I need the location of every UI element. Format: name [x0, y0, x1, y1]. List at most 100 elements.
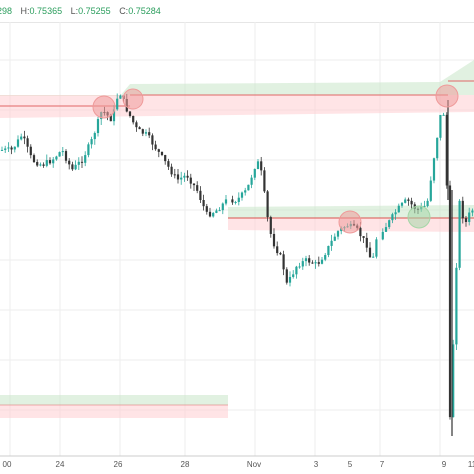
x-tick-label-2: 26: [114, 460, 123, 469]
low-label: L:: [70, 6, 79, 16]
candle-body-99: [320, 259, 324, 264]
candle-body-131: [426, 200, 429, 207]
candle-body-23: [74, 164, 77, 170]
candle-body-141: [458, 200, 461, 268]
candle-body-119: [388, 220, 391, 228]
x-tick-label-0: 00: [3, 460, 12, 469]
candle-body-125: [407, 199, 410, 201]
x-tick-label-1: 24: [56, 460, 65, 469]
candle-body-8: [26, 138, 29, 147]
candle-body-117: [381, 231, 384, 240]
green-circle-1: [407, 205, 431, 229]
candles: [0, 93, 474, 436]
candle-body-17: [55, 156, 58, 160]
candle-body-2: [7, 147, 10, 149]
candle-body-121: [394, 212, 397, 215]
candle-body-81: [263, 170, 266, 192]
candle-body-46: [148, 132, 151, 136]
x-tick-label-4: Nov: [247, 460, 261, 469]
high-label: H:: [20, 6, 30, 16]
candle-body-118: [384, 227, 388, 232]
candle-body-123: [400, 202, 404, 206]
candle-body-87: [282, 254, 285, 270]
ohlc-open-fragment: 298: [0, 6, 13, 16]
annotations: [92, 84, 459, 234]
candle-body-145: [471, 210, 474, 213]
candle-body-102: [330, 240, 333, 246]
candle-body-61: [196, 185, 199, 191]
candle-body-48: [154, 144, 157, 150]
candle-body-5: [16, 139, 20, 147]
candle-body-80: [260, 161, 263, 171]
candle-body-138: [448, 185, 452, 418]
candle-body-130: [423, 206, 426, 208]
candle-body-83: [269, 217, 272, 234]
candle-body-132: [429, 180, 432, 201]
candle-body-124: [404, 199, 407, 203]
candle-body-53: [170, 166, 173, 175]
candle-body-15: [48, 160, 52, 164]
candle-body-43: [138, 127, 141, 130]
candle-body-137: [445, 114, 448, 186]
candle-body-69: [221, 203, 224, 211]
candle-body-95: [308, 258, 311, 263]
candle-body-10: [32, 155, 36, 163]
candle-body-114: [368, 247, 372, 258]
candle-body-82: [266, 191, 269, 218]
candle-body-88: [285, 269, 288, 283]
candle-body-26: [84, 155, 87, 163]
ohlc-header: 298 H:0.75365 L:0.75255 C:0.75284: [0, 0, 474, 23]
candle-body-29: [93, 133, 96, 140]
close-label: C:: [119, 6, 129, 16]
candle-body-144: [468, 212, 471, 222]
candle-body-34: [109, 115, 112, 122]
candle-body-52: [167, 161, 170, 167]
candle-body-60: [192, 183, 196, 186]
candle-body-3: [10, 147, 13, 150]
candle-body-134: [436, 137, 439, 159]
candle-body-76: [247, 184, 250, 191]
candle-body-116: [375, 239, 378, 257]
candle-body-4: [13, 146, 16, 150]
candle-body-68: [218, 210, 221, 212]
candle-body-11: [36, 162, 39, 166]
candle-body-90: [292, 274, 295, 277]
candle-body-139: [452, 344, 455, 418]
candle-body-40: [128, 111, 132, 116]
x-tick-label-7: 7: [380, 460, 385, 469]
upper-zone-green: [0, 60, 474, 96]
candle-body-71: [231, 199, 234, 203]
candle-body-93: [301, 261, 304, 267]
lower-zone-green: [0, 395, 228, 405]
x-axis: 00 24 26 28 Nov 3 5 7 9 11: [0, 455, 474, 469]
candle-body-59: [189, 177, 192, 184]
candle-body-136: [442, 114, 445, 116]
candle-body-57: [183, 175, 186, 178]
candle-body-41: [132, 115, 135, 123]
candle-body-73: [237, 197, 240, 202]
candle-body-54: [173, 174, 176, 176]
candle-body-77: [250, 177, 253, 185]
red-circle-4: [338, 210, 362, 234]
candle-body-44: [141, 129, 144, 134]
candle-body-91: [295, 266, 298, 275]
candle-body-96: [311, 262, 314, 264]
candle-body-9: [29, 146, 32, 156]
candle-body-97: [314, 262, 317, 264]
candle-body-111: [359, 227, 362, 237]
candle-body-133: [432, 158, 436, 181]
candle-body-37: [119, 95, 122, 99]
candle-body-12: [39, 164, 42, 166]
candle-body-142: [461, 200, 464, 219]
candle-body-45: [144, 132, 148, 134]
candle-body-113: [365, 237, 368, 248]
candle-body-35: [112, 109, 116, 122]
candle-body-63: [202, 200, 205, 207]
candle-body-67: [215, 210, 218, 213]
candle-body-104: [336, 231, 340, 237]
candle-body-135: [439, 114, 442, 138]
red-circle-2: [122, 88, 144, 110]
candle-body-47: [151, 135, 154, 145]
